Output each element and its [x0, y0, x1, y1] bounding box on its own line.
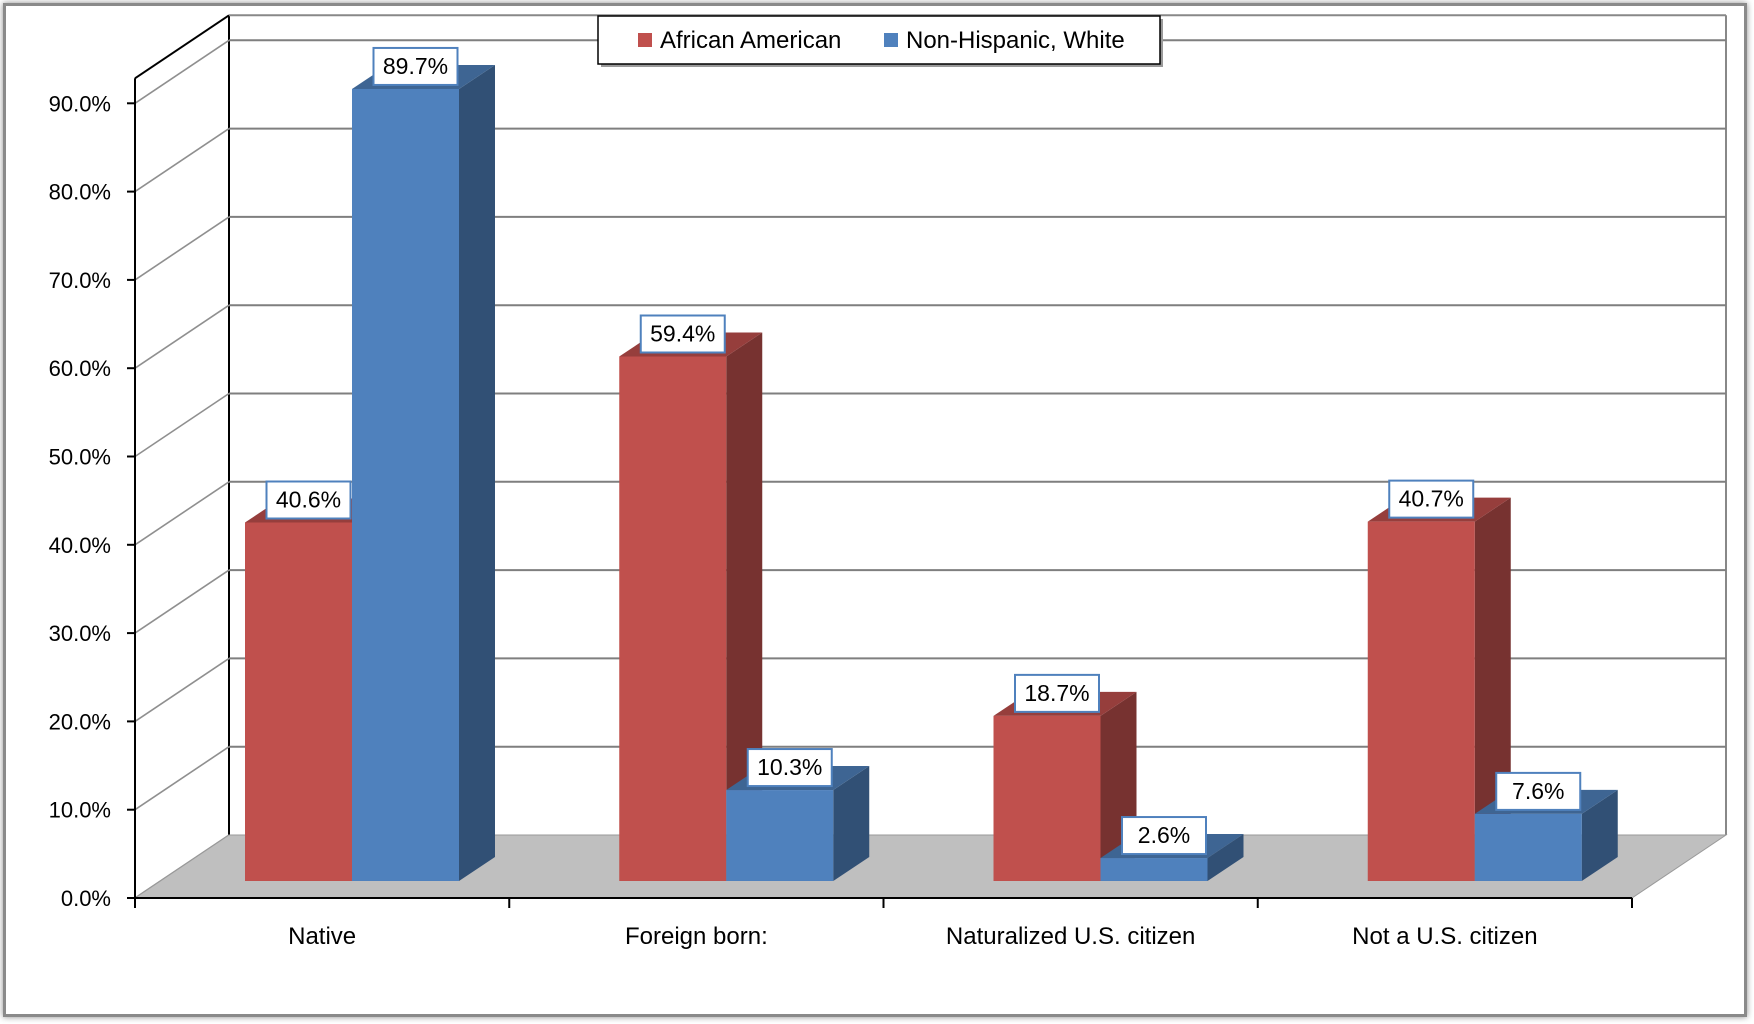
axes: 0.0% 10.0% 20.0% 30.0% 40.0% 50.0% 60.0% 70.0% 8… [49, 78, 1633, 950]
bar [352, 64, 495, 882]
legend-box [597, 15, 1161, 65]
side-gridline [134, 39, 230, 104]
data-label-text: 7.6% [1512, 778, 1564, 804]
data-label: 89.7% [372, 46, 459, 86]
data-label-box [1121, 816, 1207, 856]
bar-front [993, 715, 1101, 881]
legend-label: Non-Hispanic, White [906, 27, 1125, 54]
bar-front [1100, 858, 1208, 881]
side-gridline [134, 569, 230, 634]
data-label-box [265, 480, 352, 520]
y-tick-label: 60.0% [49, 356, 111, 381]
y-tick-label: 80.0% [49, 180, 111, 205]
legend-label: African American [660, 27, 841, 54]
data-label-box [1495, 771, 1582, 811]
data-label: 59.4% [639, 314, 726, 354]
side-wall-top-edge [134, 14, 230, 80]
data-label: 40.6% [265, 480, 352, 520]
data-label-box [746, 748, 833, 788]
data-label-text: 10.3% [757, 754, 822, 780]
bar-front [619, 356, 727, 881]
bar-front [352, 88, 459, 882]
legend-swatch [638, 33, 652, 47]
data-label-text: 40.7% [1399, 486, 1464, 512]
x-tick-label: Native [288, 923, 356, 950]
legend-swatch [884, 33, 898, 47]
data-label-text: 40.6% [276, 487, 341, 513]
data-label-text: 2.6% [1138, 822, 1190, 848]
x-tick-label: Not a U.S. citizen [1352, 923, 1537, 950]
bar [619, 332, 763, 881]
data-label-box [639, 314, 726, 354]
bar-front [1367, 521, 1475, 881]
data-label: 7.6% [1495, 771, 1582, 811]
side-gridline [134, 746, 230, 811]
y-tick-label: 70.0% [49, 268, 111, 293]
y-tick-label: 10.0% [49, 798, 111, 823]
side-gridline [134, 392, 230, 458]
data-label-text: 18.7% [1024, 680, 1089, 706]
data-label-text: 59.4% [650, 320, 715, 346]
bar-side [833, 766, 870, 881]
data-label: 40.7% [1388, 479, 1475, 519]
side-gridline [134, 127, 230, 193]
legend-item: African American [638, 27, 841, 54]
data-label: 10.3% [746, 748, 833, 788]
bars [245, 64, 1618, 882]
data-label-box [1388, 479, 1475, 519]
y-tick-label: 0.0% [61, 886, 111, 911]
legend: African American Non-Hispanic, White [597, 15, 1163, 67]
bar-front [1474, 813, 1582, 881]
data-label: 18.7% [1014, 673, 1100, 713]
data-label-box [372, 46, 459, 86]
y-tick-label: 20.0% [49, 709, 111, 734]
x-tick-label: Naturalized U.S. citizen [946, 923, 1195, 950]
data-label-text: 89.7% [383, 53, 448, 79]
bar-front [245, 522, 352, 881]
y-tick-label: 90.0% [49, 91, 111, 116]
bar-side [726, 332, 763, 881]
side-gridline [134, 657, 230, 723]
x-tick-label: Foreign born: [625, 923, 768, 950]
bar-side [1581, 789, 1618, 881]
side-gridline [134, 216, 230, 281]
legend-item: Non-Hispanic, White [884, 27, 1125, 54]
data-label-box [1014, 673, 1100, 713]
y-tick-label: 40.0% [49, 533, 111, 558]
bar-side [1207, 834, 1244, 881]
data-labels: 40.6% 89.7% 59.4% 10.3% 18.7% 2.6% 40.7% 7.6% [265, 46, 1582, 856]
data-label: 2.6% [1121, 816, 1207, 856]
side-gridline [134, 304, 230, 369]
y-tick-label: 50.0% [49, 445, 111, 470]
y-tick-label: 30.0% [49, 621, 111, 646]
bar-front [726, 790, 834, 881]
bar-side [459, 64, 495, 882]
side-gridline [134, 481, 230, 546]
